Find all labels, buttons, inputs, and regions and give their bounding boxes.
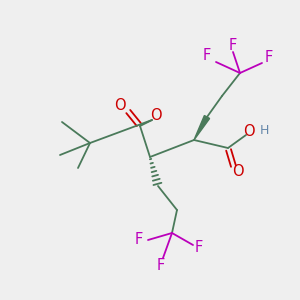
Text: O: O xyxy=(243,124,255,139)
Text: O: O xyxy=(114,98,126,113)
Text: F: F xyxy=(203,47,211,62)
Text: H: H xyxy=(259,124,269,136)
Text: F: F xyxy=(195,241,203,256)
Text: O: O xyxy=(232,164,244,179)
Text: F: F xyxy=(157,257,165,272)
Text: O: O xyxy=(150,109,162,124)
Text: F: F xyxy=(265,50,273,64)
Text: F: F xyxy=(135,232,143,247)
Polygon shape xyxy=(194,116,210,140)
Text: F: F xyxy=(229,38,237,53)
